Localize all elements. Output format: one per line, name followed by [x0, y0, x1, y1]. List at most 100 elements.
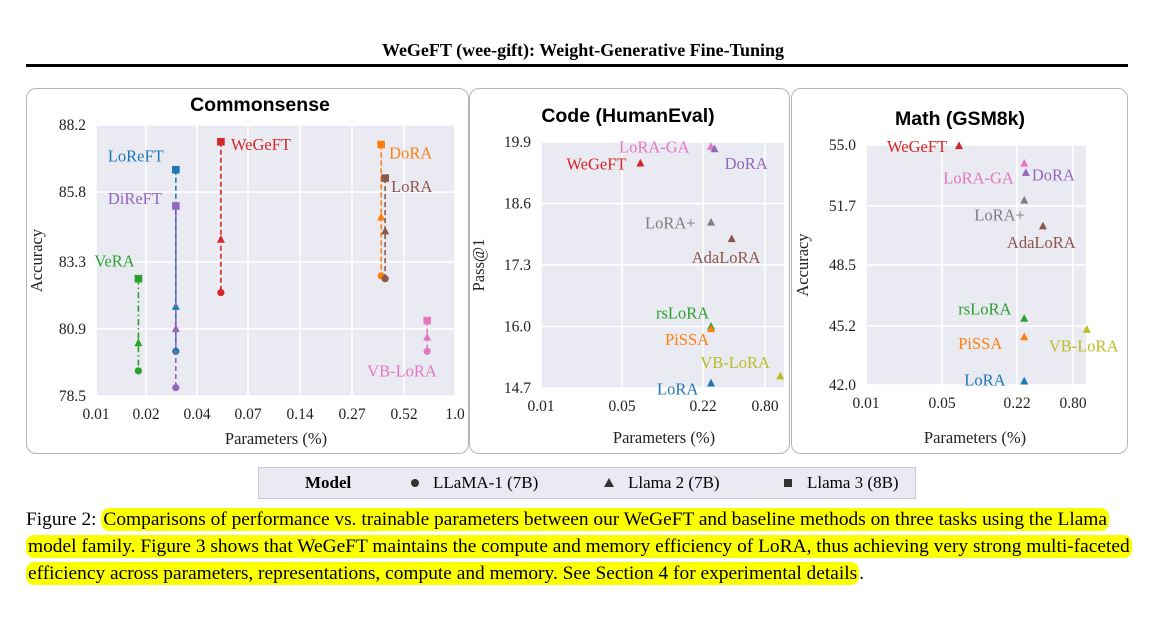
- point-2-adalora: [1038, 221, 1047, 230]
- legend-square-icon: [784, 479, 792, 487]
- data-label-wegeft: WeGeFT: [231, 135, 291, 154]
- plot-area-0: [96, 125, 455, 396]
- data-label-vb-lora: VB-LoRA: [367, 362, 437, 381]
- point-vb-lora-llama-2-7b: [423, 332, 432, 341]
- point-1-wegeft: [636, 158, 645, 167]
- data-label-1-adalora: AdaLoRA: [692, 248, 761, 267]
- x-tick-label-2-2: 0.22: [1003, 395, 1030, 412]
- point-lora-llama-3-8b: [381, 174, 389, 182]
- point-wegeft-llama-3-8b: [217, 137, 225, 146]
- point-2-pissa: [1020, 332, 1029, 341]
- data-label-2-wegeft: WeGeFT: [887, 137, 947, 156]
- point-direft-llama-1-7b: [172, 384, 180, 392]
- caption-label: Figure 2:: [26, 509, 97, 530]
- y-tick-label-1-1: 16.0: [504, 319, 531, 336]
- data-label-2-lora-ga: LoRA-GA: [943, 168, 1014, 187]
- data-label-2-lora: LoRA+: [974, 205, 1025, 224]
- x-tick-label-0-6: 0.52: [390, 406, 417, 423]
- x-tick-label-2-3: 0.80: [1059, 395, 1086, 412]
- data-label-2-lora: LoRA: [964, 370, 1005, 389]
- data-label-dora: DoRA: [389, 144, 432, 163]
- legend-triangle-icon: [604, 478, 614, 487]
- x-axis-label-1: Parameters (%): [613, 428, 715, 447]
- point-vb-lora-llama-3-8b: [423, 316, 431, 325]
- point-2-dora: [1021, 168, 1030, 176]
- point-1-lora: [707, 378, 716, 387]
- y-tick-label-2-2: 48.5: [829, 257, 856, 274]
- y-tick-label-0-2: 83.3: [59, 254, 86, 271]
- data-label-2-rslora: rsLoRA: [958, 300, 1011, 319]
- x-tick-label-0-1: 0.02: [132, 406, 159, 423]
- data-label-1-dora: DoRA: [725, 154, 768, 173]
- y-tick-label-1-4: 19.9: [504, 134, 531, 151]
- y-tick-label-0-4: 88.2: [59, 117, 86, 134]
- point-lora-llama-1-7b: [381, 275, 389, 283]
- x-tick-label-0-5: 0.27: [338, 406, 365, 423]
- x-tick-label-1-1: 0.05: [608, 398, 635, 415]
- point-vera-llama-3-8b: [134, 274, 143, 283]
- legend-label-llama2: Llama 2 (7B): [628, 473, 720, 492]
- legend-title: Model: [305, 473, 352, 492]
- point-1-adalora: [727, 234, 736, 243]
- y-tick-label-1-3: 18.6: [504, 196, 531, 213]
- point-2-lora: [1020, 195, 1029, 204]
- x-tick-label-0-0: 0.01: [82, 406, 109, 423]
- y-tick-label-2-4: 55.0: [829, 137, 856, 154]
- x-tick-label-2-1: 0.05: [928, 395, 955, 412]
- point-2-lora-ga: [1020, 158, 1029, 167]
- x-tick-label-1-0: 0.01: [527, 398, 554, 415]
- x-tick-label-1-2: 0.22: [689, 398, 716, 415]
- point-direft-llama-3-8b: [172, 202, 180, 210]
- point-lora-llama-2-7b: [381, 226, 390, 235]
- y-tick-label-0-1: 80.9: [59, 321, 86, 338]
- chart-title-1: Code (HumanEval): [541, 105, 714, 127]
- point-1-dora: [710, 144, 719, 153]
- caption-highlight: Comparisons of performance vs. trainable…: [26, 508, 1132, 585]
- point-2-rslora: [1020, 314, 1029, 322]
- data-label-2-adalora: AdaLoRA: [1007, 233, 1076, 252]
- legend-label-llama3: Llama 3 (8B): [807, 473, 899, 492]
- point-dora-llama-3-8b: [377, 140, 385, 149]
- data-label-1-lora: LoRA+: [645, 213, 696, 232]
- point-dora-llama-2-7b: [377, 212, 386, 221]
- x-tick-label-0-2: 0.04: [183, 406, 210, 423]
- point-1-lora: [707, 217, 716, 226]
- point-1-pissa: [707, 324, 716, 333]
- legend-circle-icon: [411, 479, 419, 487]
- y-tick-label-1-2: 17.3: [504, 257, 531, 274]
- point-1-vb-lora: [776, 371, 785, 380]
- data-label-2-vb-lora: VB-LoRA: [1049, 337, 1119, 356]
- data-label-2-pissa: PiSSA: [958, 334, 1002, 353]
- paper-title: WeGeFT (wee-gift): Weight-Generative Fin…: [381, 40, 785, 60]
- point-wegeft-llama-1-7b: [217, 289, 225, 297]
- y-axis-label-0: Accuracy: [27, 228, 46, 292]
- data-label-1-wegeft: WeGeFT: [566, 154, 626, 173]
- figure-caption: Figure 2: Comparisons of performance vs.…: [26, 506, 1138, 587]
- chart-title-0: Commonsense: [190, 94, 330, 116]
- point-2-vb-lora: [1082, 325, 1091, 333]
- caption-end: .: [859, 563, 865, 584]
- data-label-loreft: LoReFT: [108, 147, 164, 166]
- x-tick-label-0-3: 0.07: [234, 406, 261, 423]
- y-axis-label-1: Pass@1: [469, 239, 488, 292]
- data-label-1-pissa: PiSSA: [665, 330, 709, 349]
- x-tick-label-0-7: 1.0: [445, 406, 465, 423]
- y-tick-label-2-1: 45.2: [829, 318, 856, 335]
- data-label-1-lora-ga: LoRA-GA: [619, 138, 690, 157]
- x-axis-label-0: Parameters (%): [225, 429, 327, 448]
- data-label-1-vb-lora: VB-LoRA: [700, 353, 770, 372]
- y-tick-label-1-0: 14.7: [504, 380, 531, 397]
- point-direft-llama-2-7b: [171, 324, 180, 333]
- point-vera-llama-1-7b: [134, 367, 142, 375]
- point-2-wegeft: [955, 141, 964, 150]
- y-tick-label-2-3: 51.7: [829, 198, 856, 215]
- data-label-2-dora: DoRA: [1032, 166, 1075, 185]
- title-rule: [26, 64, 1128, 67]
- y-tick-label-0-0: 78.5: [59, 388, 86, 405]
- point-2-lora: [1020, 376, 1029, 385]
- data-label-lora: LoRA: [391, 177, 432, 196]
- x-axis-label-2: Parameters (%): [924, 428, 1026, 447]
- chart-title-2: Math (GSM8k): [895, 108, 1025, 130]
- x-tick-label-1-3: 0.80: [751, 398, 778, 415]
